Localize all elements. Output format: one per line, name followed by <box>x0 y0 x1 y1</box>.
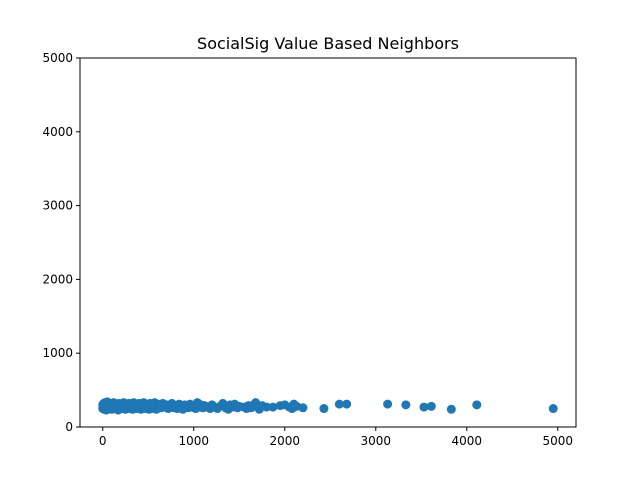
y-tick-label-4000: 4000 <box>42 125 73 139</box>
x-axis-ticks: 0 1000 2000 3000 4000 5000 <box>99 427 573 448</box>
data-point-0-129 <box>342 399 352 409</box>
y-tick-label-5000: 5000 <box>42 51 73 65</box>
y-tick-label-1000: 1000 <box>42 346 73 360</box>
x-tick-label-2000: 2000 <box>269 434 300 448</box>
data-point-0-128 <box>334 399 344 409</box>
x-tick-label-1000: 1000 <box>178 434 209 448</box>
data-point-0-136 <box>548 404 558 414</box>
data-point-0-133 <box>426 401 436 411</box>
chart-title: SocialSig Value Based Neighbors <box>197 34 459 53</box>
x-tick-label-3000: 3000 <box>361 434 392 448</box>
y-axis-ticks: 0 1000 2000 3000 4000 5000 <box>42 51 80 434</box>
data-point-0-130 <box>383 399 393 409</box>
data-points <box>98 397 558 415</box>
x-tick-label-4000: 4000 <box>452 434 483 448</box>
x-tick-label-0: 0 <box>99 434 107 448</box>
data-point-0-127 <box>319 404 329 414</box>
plot-area-frame <box>79 57 577 428</box>
data-point-0-135 <box>472 400 482 410</box>
data-point-0-118 <box>262 402 272 412</box>
data-point-0-134 <box>446 404 456 414</box>
y-tick-label-3000: 3000 <box>42 199 73 213</box>
y-tick-label-0: 0 <box>65 420 73 434</box>
data-point-0-131 <box>401 400 411 410</box>
data-point-0-119 <box>268 402 278 412</box>
x-tick-label-5000: 5000 <box>543 434 574 448</box>
y-tick-label-2000: 2000 <box>42 272 73 286</box>
data-point-0-132 <box>419 402 429 412</box>
data-point-0-126 <box>298 403 308 413</box>
